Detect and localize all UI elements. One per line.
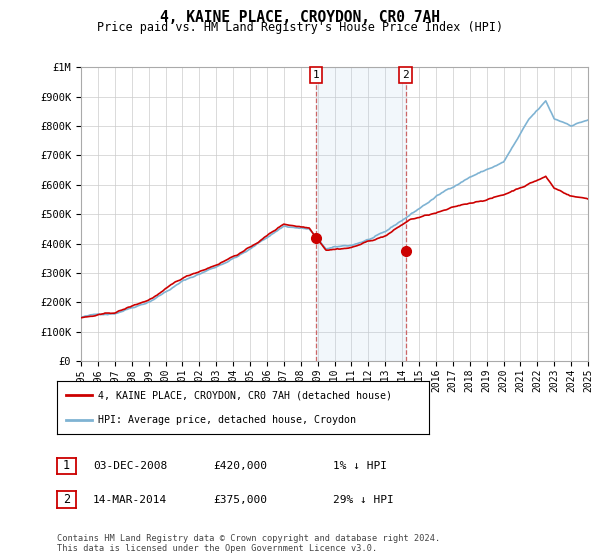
Text: 1% ↓ HPI: 1% ↓ HPI (333, 461, 387, 471)
Text: HPI: Average price, detached house, Croydon: HPI: Average price, detached house, Croy… (98, 414, 356, 424)
Text: 2: 2 (402, 70, 409, 80)
Text: 1: 1 (313, 70, 320, 80)
Text: Contains HM Land Registry data © Crown copyright and database right 2024.
This d: Contains HM Land Registry data © Crown c… (57, 534, 440, 553)
Text: 2: 2 (63, 493, 70, 506)
Text: 1: 1 (63, 459, 70, 473)
Text: 4, KAINE PLACE, CROYDON, CR0 7AH (detached house): 4, KAINE PLACE, CROYDON, CR0 7AH (detach… (98, 390, 392, 400)
Text: 03-DEC-2008: 03-DEC-2008 (93, 461, 167, 471)
Text: £420,000: £420,000 (213, 461, 267, 471)
Bar (316, 67, 406, 361)
Text: 14-MAR-2014: 14-MAR-2014 (93, 494, 167, 505)
Text: 4, KAINE PLACE, CROYDON, CR0 7AH: 4, KAINE PLACE, CROYDON, CR0 7AH (160, 10, 440, 25)
Text: £375,000: £375,000 (213, 494, 267, 505)
Text: 29% ↓ HPI: 29% ↓ HPI (333, 494, 394, 505)
Text: Price paid vs. HM Land Registry's House Price Index (HPI): Price paid vs. HM Land Registry's House … (97, 21, 503, 34)
